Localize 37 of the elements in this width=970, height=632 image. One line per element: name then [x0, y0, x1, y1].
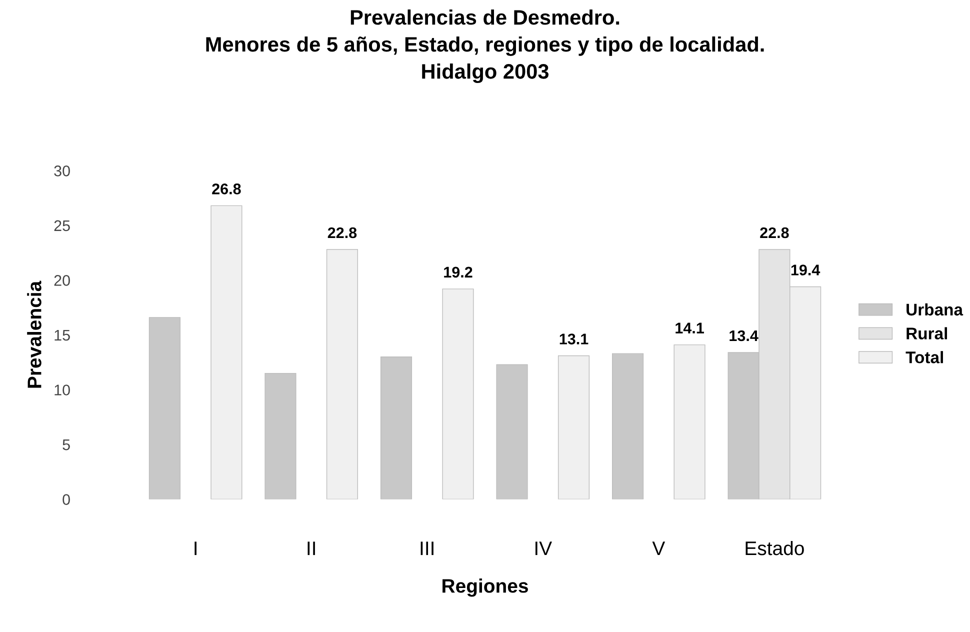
- y-tick-label: 15: [54, 330, 70, 341]
- bar: [442, 288, 474, 500]
- x-tick-label: I: [194, 542, 196, 556]
- y-tick-label: 10: [54, 384, 70, 396]
- bar: [380, 356, 412, 500]
- legend-label: Rural: [906, 327, 947, 340]
- data-label: 19.4: [791, 264, 820, 276]
- data-label: 22.8: [760, 227, 789, 238]
- x-tick-label: II: [308, 542, 315, 556]
- x-axis-title: Regiones: [442, 578, 528, 597]
- bar: [496, 364, 528, 500]
- y-tick-label: 25: [54, 220, 70, 232]
- bar: [612, 353, 644, 500]
- y-axis-title: Prevalencia: [27, 280, 42, 388]
- data-label: 22.8: [328, 227, 357, 238]
- x-tick-label: III: [420, 542, 434, 556]
- data-label: 19.2: [444, 266, 472, 278]
- x-tick-label: V: [652, 542, 666, 556]
- bar: [210, 205, 242, 500]
- bar: [558, 355, 590, 500]
- data-label: 13.4: [730, 330, 758, 342]
- bar: [264, 372, 296, 500]
- y-tick-label: 5: [62, 440, 70, 450]
- data-label: 26.8: [212, 184, 241, 194]
- chart-title: Prevalencias de Desmedro. Menores de 5 años, Estado, regiones y tipo de localidad. Hidalgo 2003: [206, 9, 764, 84]
- x-tick-label: Estado: [746, 540, 804, 556]
- data-label: 14.1: [676, 322, 704, 334]
- bar: [326, 249, 358, 500]
- y-tick-label: 30: [54, 166, 70, 176]
- x-tick-label: IV: [535, 542, 552, 556]
- legend-label: Urbana: [906, 303, 964, 316]
- y-tick-label: 0: [62, 494, 70, 505]
- bar: [148, 317, 180, 500]
- y-tick-label: 20: [54, 275, 70, 286]
- data-label: 13.1: [560, 334, 588, 344]
- legend-label: Total: [906, 351, 943, 364]
- bar: [674, 344, 706, 500]
